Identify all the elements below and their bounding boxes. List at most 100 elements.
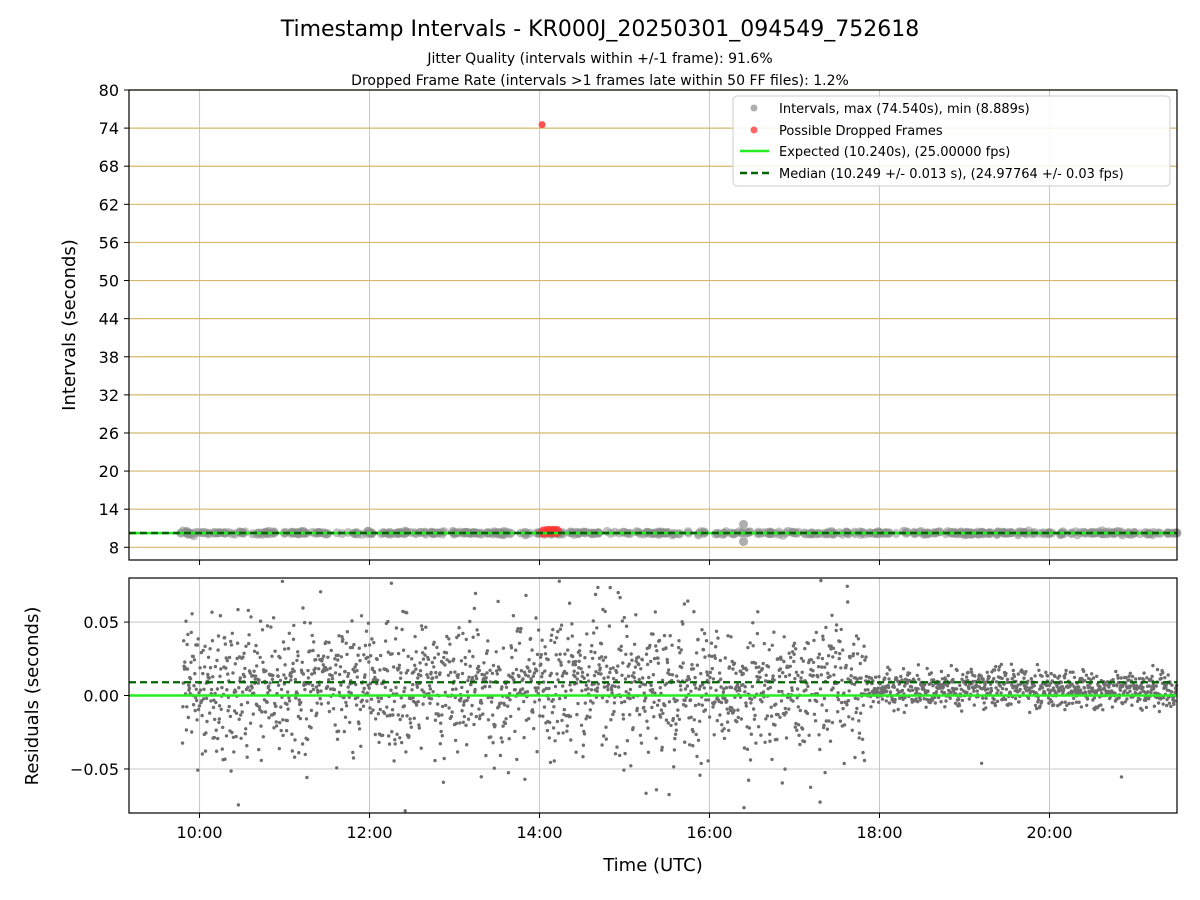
residual-point: [260, 710, 264, 714]
residual-point: [1138, 691, 1143, 695]
residual-point: [287, 631, 291, 635]
residual-point: [1173, 699, 1177, 703]
residual-point: [672, 765, 676, 769]
residual-point: [189, 630, 193, 635]
residual-point: [459, 696, 463, 701]
residual-point: [319, 689, 323, 693]
residual-point: [616, 590, 620, 595]
residual-point: [517, 641, 522, 645]
residual-point: [1035, 662, 1040, 667]
residual-point: [392, 759, 396, 763]
residual-point: [246, 685, 250, 689]
residual-point: [193, 708, 197, 713]
residual-point: [686, 599, 690, 603]
residual-point: [828, 739, 833, 743]
residual-point: [237, 686, 241, 690]
residual-point: [511, 614, 516, 618]
residual-point: [553, 739, 557, 743]
residual-point: [689, 715, 693, 719]
residual-point: [838, 639, 842, 644]
residual-point: [248, 721, 253, 725]
residual-point: [305, 737, 310, 742]
residuals-panel: −0.050.000.05 10:00 12:00 14:00 16:00 18:00 2…: [22, 577, 1179, 876]
residual-point: [759, 733, 763, 737]
residual-point: [499, 701, 503, 705]
residual-point: [713, 656, 717, 660]
intervals-y-tick-label: 44: [99, 310, 119, 329]
residual-point: [815, 699, 819, 704]
residual-point: [681, 622, 685, 626]
residual-point: [829, 644, 833, 648]
residual-point: [846, 699, 851, 703]
residual-point: [560, 718, 564, 723]
residual-point: [811, 669, 815, 673]
residual-point: [602, 685, 607, 689]
residual-point: [1164, 685, 1168, 690]
residual-point: [888, 668, 892, 672]
residual-point: [270, 677, 275, 681]
residual-point: [590, 656, 595, 661]
residual-point: [778, 715, 782, 719]
residuals-x-ticks: 10:00 12:00 14:00 16:00 18:00 20:00: [176, 813, 1073, 842]
residual-point: [429, 697, 434, 701]
legend-expected-label: Expected (10.240s), (25.00000 fps): [779, 145, 1010, 160]
interval-point: [899, 526, 909, 536]
residual-point: [721, 690, 726, 694]
residual-point: [283, 663, 287, 667]
residual-point: [457, 626, 461, 630]
residual-point: [223, 757, 227, 761]
residual-point: [549, 633, 554, 637]
residual-point: [490, 671, 495, 675]
residual-point: [528, 636, 533, 641]
residual-point: [357, 721, 361, 726]
residual-point: [902, 710, 906, 715]
residual-point: [337, 634, 341, 638]
residual-point: [506, 704, 510, 708]
residual-point: [219, 707, 223, 711]
residual-point: [1127, 674, 1131, 678]
residual-point: [1157, 709, 1162, 714]
residual-point: [1125, 697, 1129, 701]
residual-point: [595, 626, 599, 630]
residual-point: [272, 726, 276, 730]
residual-point: [695, 663, 700, 667]
residual-point: [567, 660, 571, 664]
residual-point: [491, 663, 496, 668]
residual-point: [287, 696, 291, 700]
residual-point: [749, 732, 753, 736]
residual-point: [302, 620, 307, 625]
residual-point: [295, 658, 299, 663]
residual-point: [544, 686, 548, 691]
residual-point: [768, 739, 772, 743]
residual-point: [602, 734, 606, 738]
residual-point: [460, 685, 464, 690]
residual-point: [296, 650, 300, 654]
residual-point: [514, 667, 519, 672]
residual-point: [553, 640, 557, 645]
residual-point: [358, 658, 362, 663]
residual-point: [362, 653, 366, 657]
residual-point: [654, 788, 659, 792]
residual-point: [238, 676, 242, 680]
residual-point: [531, 674, 535, 678]
residual-point: [1115, 684, 1119, 688]
residual-point: [358, 707, 363, 712]
residual-point: [258, 619, 263, 623]
residual-point: [469, 712, 473, 716]
residual-point: [453, 738, 458, 743]
residual-point: [491, 713, 495, 717]
residual-point: [195, 718, 199, 722]
residual-point: [183, 660, 187, 664]
residual-point: [351, 756, 356, 760]
residual-point: [209, 687, 214, 692]
residual-point: [344, 641, 348, 645]
residual-point: [465, 690, 470, 694]
residual-point: [416, 700, 420, 704]
residual-point: [445, 634, 449, 639]
residual-point: [443, 690, 447, 694]
residual-point: [206, 655, 211, 659]
residual-point: [628, 687, 633, 692]
residual-point: [744, 704, 748, 708]
residual-point: [530, 648, 534, 652]
residual-point: [412, 716, 416, 720]
